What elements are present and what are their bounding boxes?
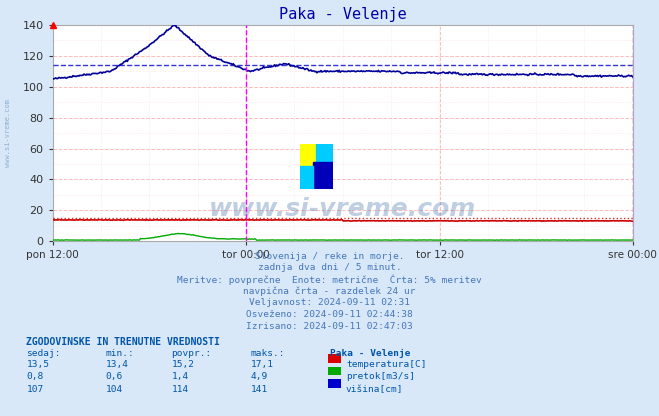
Text: Meritve: povprečne  Enote: metrične  Črta: 5% meritev: Meritve: povprečne Enote: metrične Črta:… (177, 275, 482, 285)
Text: 114: 114 (171, 385, 188, 394)
Text: www.si-vreme.com: www.si-vreme.com (209, 197, 476, 221)
Text: Osveženo: 2024-09-11 02:44:38: Osveženo: 2024-09-11 02:44:38 (246, 310, 413, 319)
Text: 141: 141 (250, 385, 268, 394)
Text: min.:: min.: (105, 349, 134, 359)
Text: www.si-vreme.com: www.si-vreme.com (5, 99, 11, 167)
Text: 0,8: 0,8 (26, 372, 43, 381)
Text: pretok[m3/s]: pretok[m3/s] (346, 372, 415, 381)
Text: Veljavnost: 2024-09-11 02:31: Veljavnost: 2024-09-11 02:31 (249, 298, 410, 307)
Text: 0,6: 0,6 (105, 372, 123, 381)
Text: navpična črta - razdelek 24 ur: navpična črta - razdelek 24 ur (243, 287, 416, 296)
Text: zadnja dva dni / 5 minut.: zadnja dva dni / 5 minut. (258, 263, 401, 272)
Text: temperatura[C]: temperatura[C] (346, 360, 426, 369)
Text: Slovenija / reke in morje.: Slovenija / reke in morje. (255, 252, 404, 261)
Text: 17,1: 17,1 (250, 360, 273, 369)
Text: Izrisano: 2024-09-11 02:47:03: Izrisano: 2024-09-11 02:47:03 (246, 322, 413, 331)
Text: povpr.:: povpr.: (171, 349, 212, 359)
Text: višina[cm]: višina[cm] (346, 385, 403, 394)
Text: 1,4: 1,4 (171, 372, 188, 381)
Title: Paka - Velenje: Paka - Velenje (279, 7, 407, 22)
Text: 15,2: 15,2 (171, 360, 194, 369)
Text: 107: 107 (26, 385, 43, 394)
Text: Paka - Velenje: Paka - Velenje (330, 349, 410, 359)
Text: maks.:: maks.: (250, 349, 285, 359)
Text: 13,4: 13,4 (105, 360, 129, 369)
Bar (300, 144, 316, 166)
Text: 104: 104 (105, 385, 123, 394)
Text: sedaj:: sedaj: (26, 349, 61, 359)
Text: ZGODOVINSKE IN TRENUTNE VREDNOSTI: ZGODOVINSKE IN TRENUTNE VREDNOSTI (26, 337, 220, 347)
Bar (313, 162, 333, 189)
Text: 4,9: 4,9 (250, 372, 268, 381)
Text: 13,5: 13,5 (26, 360, 49, 369)
Polygon shape (300, 166, 313, 189)
Bar (316, 144, 333, 166)
